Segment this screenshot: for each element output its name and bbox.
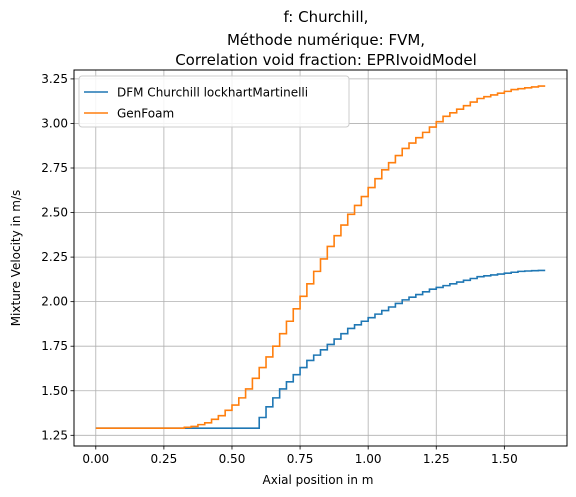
series-line-1 [95,85,546,429]
series-line-0 [95,269,546,429]
x-axis-label: Axial position in m [263,473,374,487]
y-tick-label: 2.25 [41,250,68,264]
title-line-2: Méthode numérique: FVM, [227,31,425,49]
y-tick-label: 3.25 [41,72,68,86]
x-axis: 0.00 0.25 0.50 0.75 1.00 1.25 1.50 [82,446,518,466]
y-axis-label: Mixture Velocity in m/s [9,190,23,327]
x-tick-label: 0.25 [151,452,178,466]
y-tick-label: 2.50 [41,206,68,220]
y-axis: 1.25 1.50 1.75 2.00 2.25 2.50 2.75 3.00 3.25 [41,72,74,442]
x-tick-label: 0.50 [219,452,246,466]
y-tick-label: 2.75 [41,161,68,175]
x-tick-label: 1.00 [355,452,382,466]
x-tick-label: 0.75 [287,452,314,466]
legend-box [78,75,350,128]
y-tick-label: 1.25 [41,428,68,442]
x-tick-label: 1.50 [491,452,518,466]
grid [74,70,567,446]
chart-title: f: Churchill, Méthode numérique: FVM, Co… [175,8,477,69]
y-tick-label: 3.00 [41,116,68,130]
title-line-3: Correlation void fraction: EPRIvoidModel [175,51,477,69]
legend: DFM Churchill lockhartMartinelli GenFoam [78,75,350,128]
y-tick-label: 2.00 [41,295,68,309]
plot-frame [73,69,568,447]
y-tick-label: 1.50 [41,384,68,398]
y-tick-label: 1.75 [41,339,68,353]
title-line-1: f: Churchill, [284,8,369,26]
legend-label-genfoam: GenFoam [117,107,174,121]
x-tick-label: 1.25 [423,452,450,466]
series-group [95,85,546,429]
legend-label-dfm: DFM Churchill lockhartMartinelli [117,86,308,100]
x-tick-label: 0.00 [82,452,109,466]
